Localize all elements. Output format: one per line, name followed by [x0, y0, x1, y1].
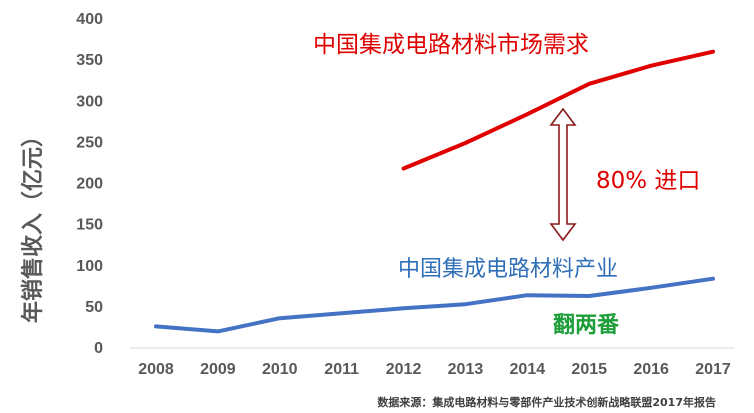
- y-tick-label: 100: [76, 258, 103, 275]
- x-tick-label: 2012: [386, 361, 422, 378]
- x-tick-label: 2013: [448, 361, 484, 378]
- x-axis-ticks: 2008 2009 2010 2011 2012 2013 2014 2015 2016 2017: [138, 361, 731, 378]
- y-axis-label-group: 年销售收入（亿元）: [20, 125, 46, 323]
- series-name-label-1: 中国集成电路材料产业: [398, 257, 618, 282]
- x-tick-label: 2017: [695, 361, 731, 378]
- source-note: 数据来源：集成电路材料与零部件产业技术创新战略联盟2017年报告: [377, 395, 716, 409]
- x-tick-label: 2011: [324, 361, 359, 378]
- y-tick-label: 250: [76, 134, 103, 151]
- y-tick-label: 150: [76, 217, 103, 234]
- x-tick-label: 2008: [138, 361, 174, 378]
- y-tick-label: 300: [76, 93, 103, 110]
- x-tick-label: 2016: [633, 361, 669, 378]
- y-tick-label: 200: [76, 176, 103, 193]
- y-tick-label: 400: [76, 11, 103, 28]
- growth-label: 翻两番: [553, 313, 620, 338]
- double-arrow-icon: [549, 107, 577, 242]
- x-tick-label: 2010: [262, 361, 298, 378]
- x-tick-label: 2009: [200, 361, 236, 378]
- x-tick-label: 2014: [510, 361, 546, 378]
- series-line-1: [154, 276, 715, 334]
- x-tick-label: 2015: [571, 361, 607, 378]
- y-axis-label: 年销售收入（亿元）: [20, 125, 46, 323]
- gap-arrow: [549, 107, 577, 242]
- series-name-label-0: 中国集成电路材料市场需求: [313, 32, 589, 58]
- gap-label: 80% 进口: [596, 168, 700, 194]
- series-line-0: [401, 49, 715, 171]
- y-tick-label: 350: [76, 52, 103, 69]
- y-axis-ticks: 0 50 100 150 200 250 300 350 400: [76, 11, 103, 357]
- y-tick-label: 50: [85, 299, 103, 316]
- y-tick-label: 0: [94, 340, 103, 357]
